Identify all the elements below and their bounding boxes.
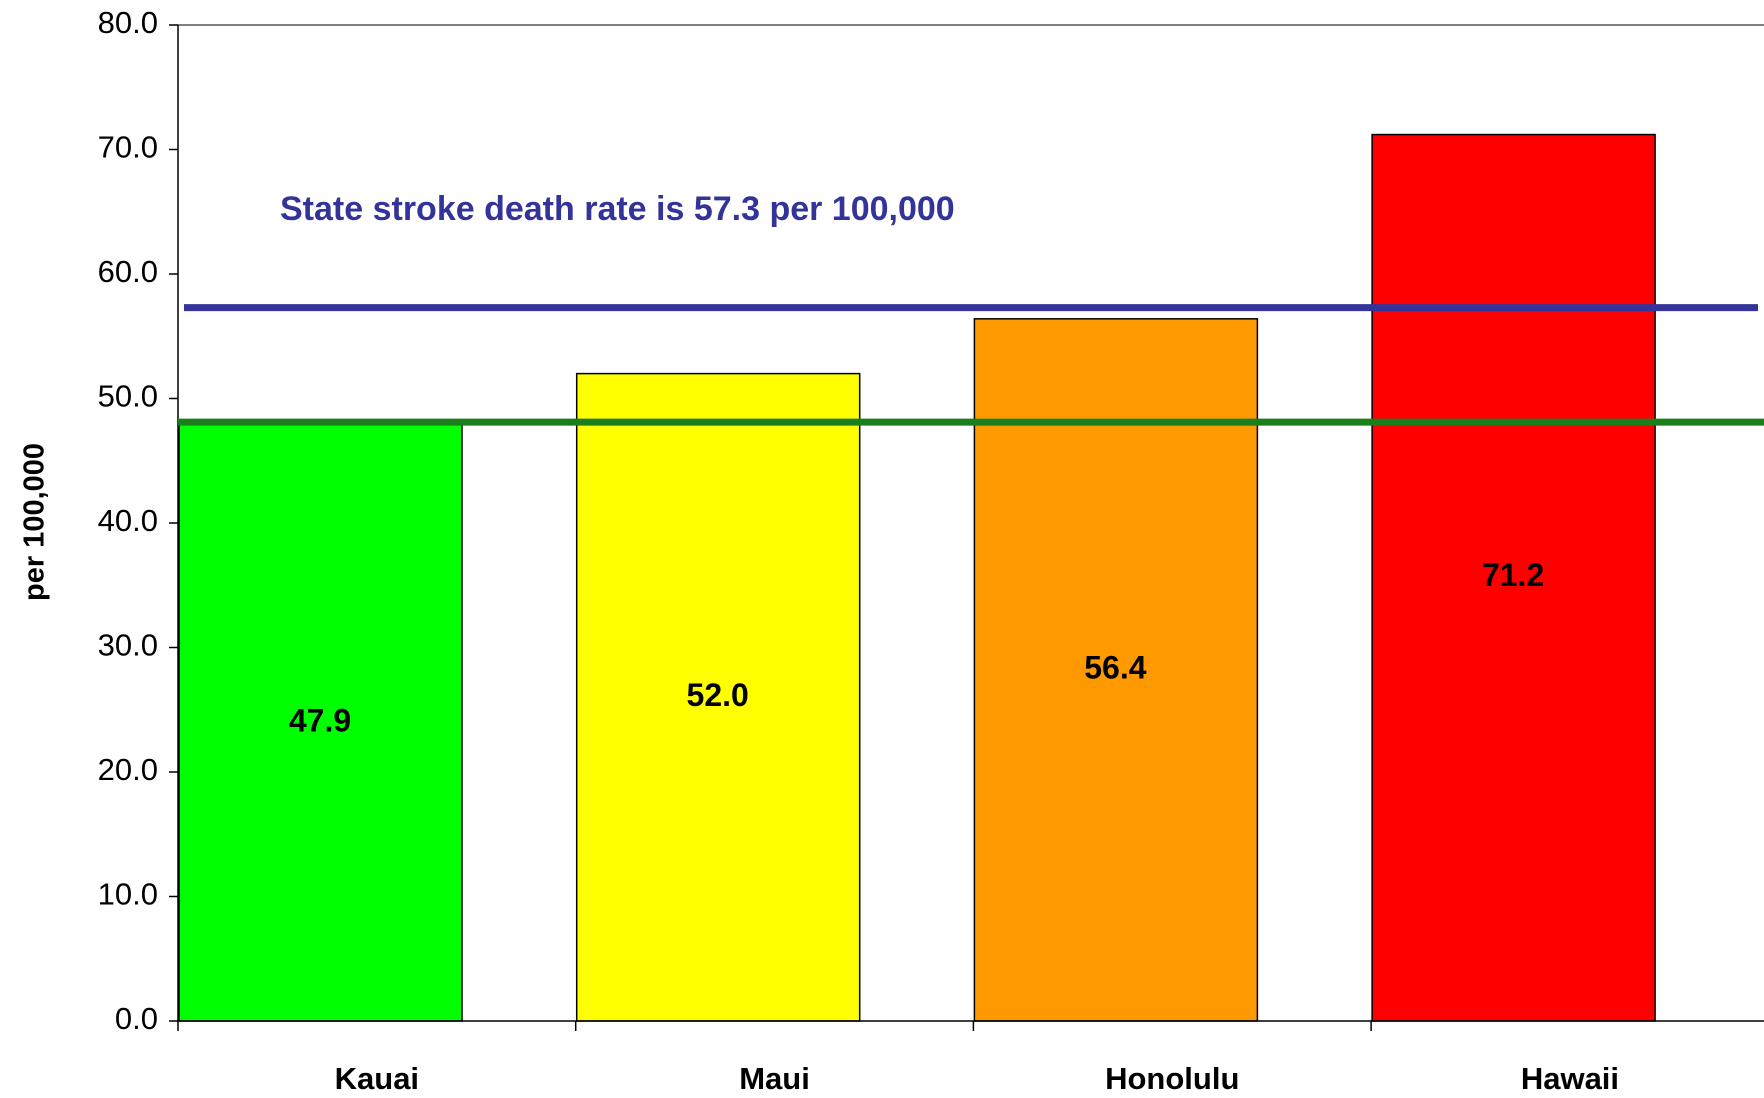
value-label: 56.4 [1084, 649, 1146, 685]
bar [178, 423, 463, 1022]
y-tick-label: 80.0 [98, 5, 158, 40]
x-tick-label: Maui [739, 1061, 810, 1096]
y-tick-label: 30.0 [98, 628, 158, 663]
x-tick-label: Honolulu [1105, 1061, 1239, 1096]
bar [1371, 133, 1656, 1022]
annotation: State stroke death rate is 57.3 per 100,… [280, 190, 955, 228]
y-tick-label: 10.0 [98, 877, 158, 912]
y-axis-label: per 100,000 [19, 443, 51, 601]
value-label: 52.0 [687, 677, 749, 713]
y-tick-label: 60.0 [98, 254, 158, 289]
bar [973, 318, 1259, 1022]
value-label: 71.2 [1482, 557, 1544, 593]
y-tick-label: 40.0 [98, 503, 158, 538]
y-tick-label: 50.0 [98, 379, 158, 414]
y-tick-label: 70.0 [98, 130, 158, 165]
y-tick-label: 20.0 [98, 752, 158, 787]
value-label: 47.9 [289, 702, 351, 738]
x-tick-label: Hawaii [1521, 1061, 1619, 1096]
y-tick-label: 0.0 [115, 1001, 158, 1036]
x-tick-label: Kauai [335, 1061, 419, 1096]
bar [575, 372, 861, 1022]
